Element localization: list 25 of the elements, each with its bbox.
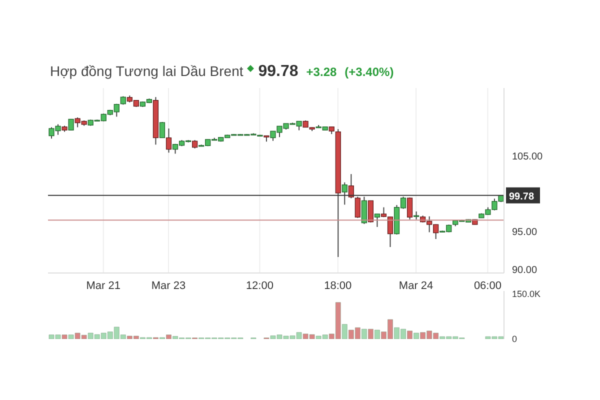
x-tick-label: 06:00 (474, 280, 502, 292)
x-tick-label: 18:00 (324, 280, 352, 292)
y-tick-label: 0 (512, 334, 518, 344)
chart-title: Hợp đồng Tương lai Dầu Brent (50, 63, 244, 79)
y-tick-label: 150.0K (512, 289, 541, 300)
text: (+3.40%) (344, 65, 394, 79)
candlestick (368, 200, 374, 223)
candlestick (159, 121, 166, 138)
candlestick (342, 182, 348, 206)
candlestick (166, 128, 172, 154)
text: +3.28 (306, 65, 337, 79)
x-tick-label: Mar 21 (86, 280, 120, 292)
candlestick (374, 213, 380, 228)
x-tick-label: 12:00 (246, 280, 274, 292)
x-tick-label: Mar 23 (151, 280, 186, 292)
ref-line-label: 99.78 (509, 191, 534, 202)
x-tick-label: Mar 24 (398, 280, 434, 292)
text: 99.78 (258, 63, 298, 81)
y-tick-label: 105.00 (512, 152, 544, 163)
y-tick-label: 90.00 (512, 264, 538, 276)
candlestick (406, 196, 413, 220)
y-tick-label: 95.00 (512, 227, 538, 238)
candlestick (361, 196, 367, 224)
candlestick (354, 196, 360, 218)
candlestick (348, 174, 354, 199)
